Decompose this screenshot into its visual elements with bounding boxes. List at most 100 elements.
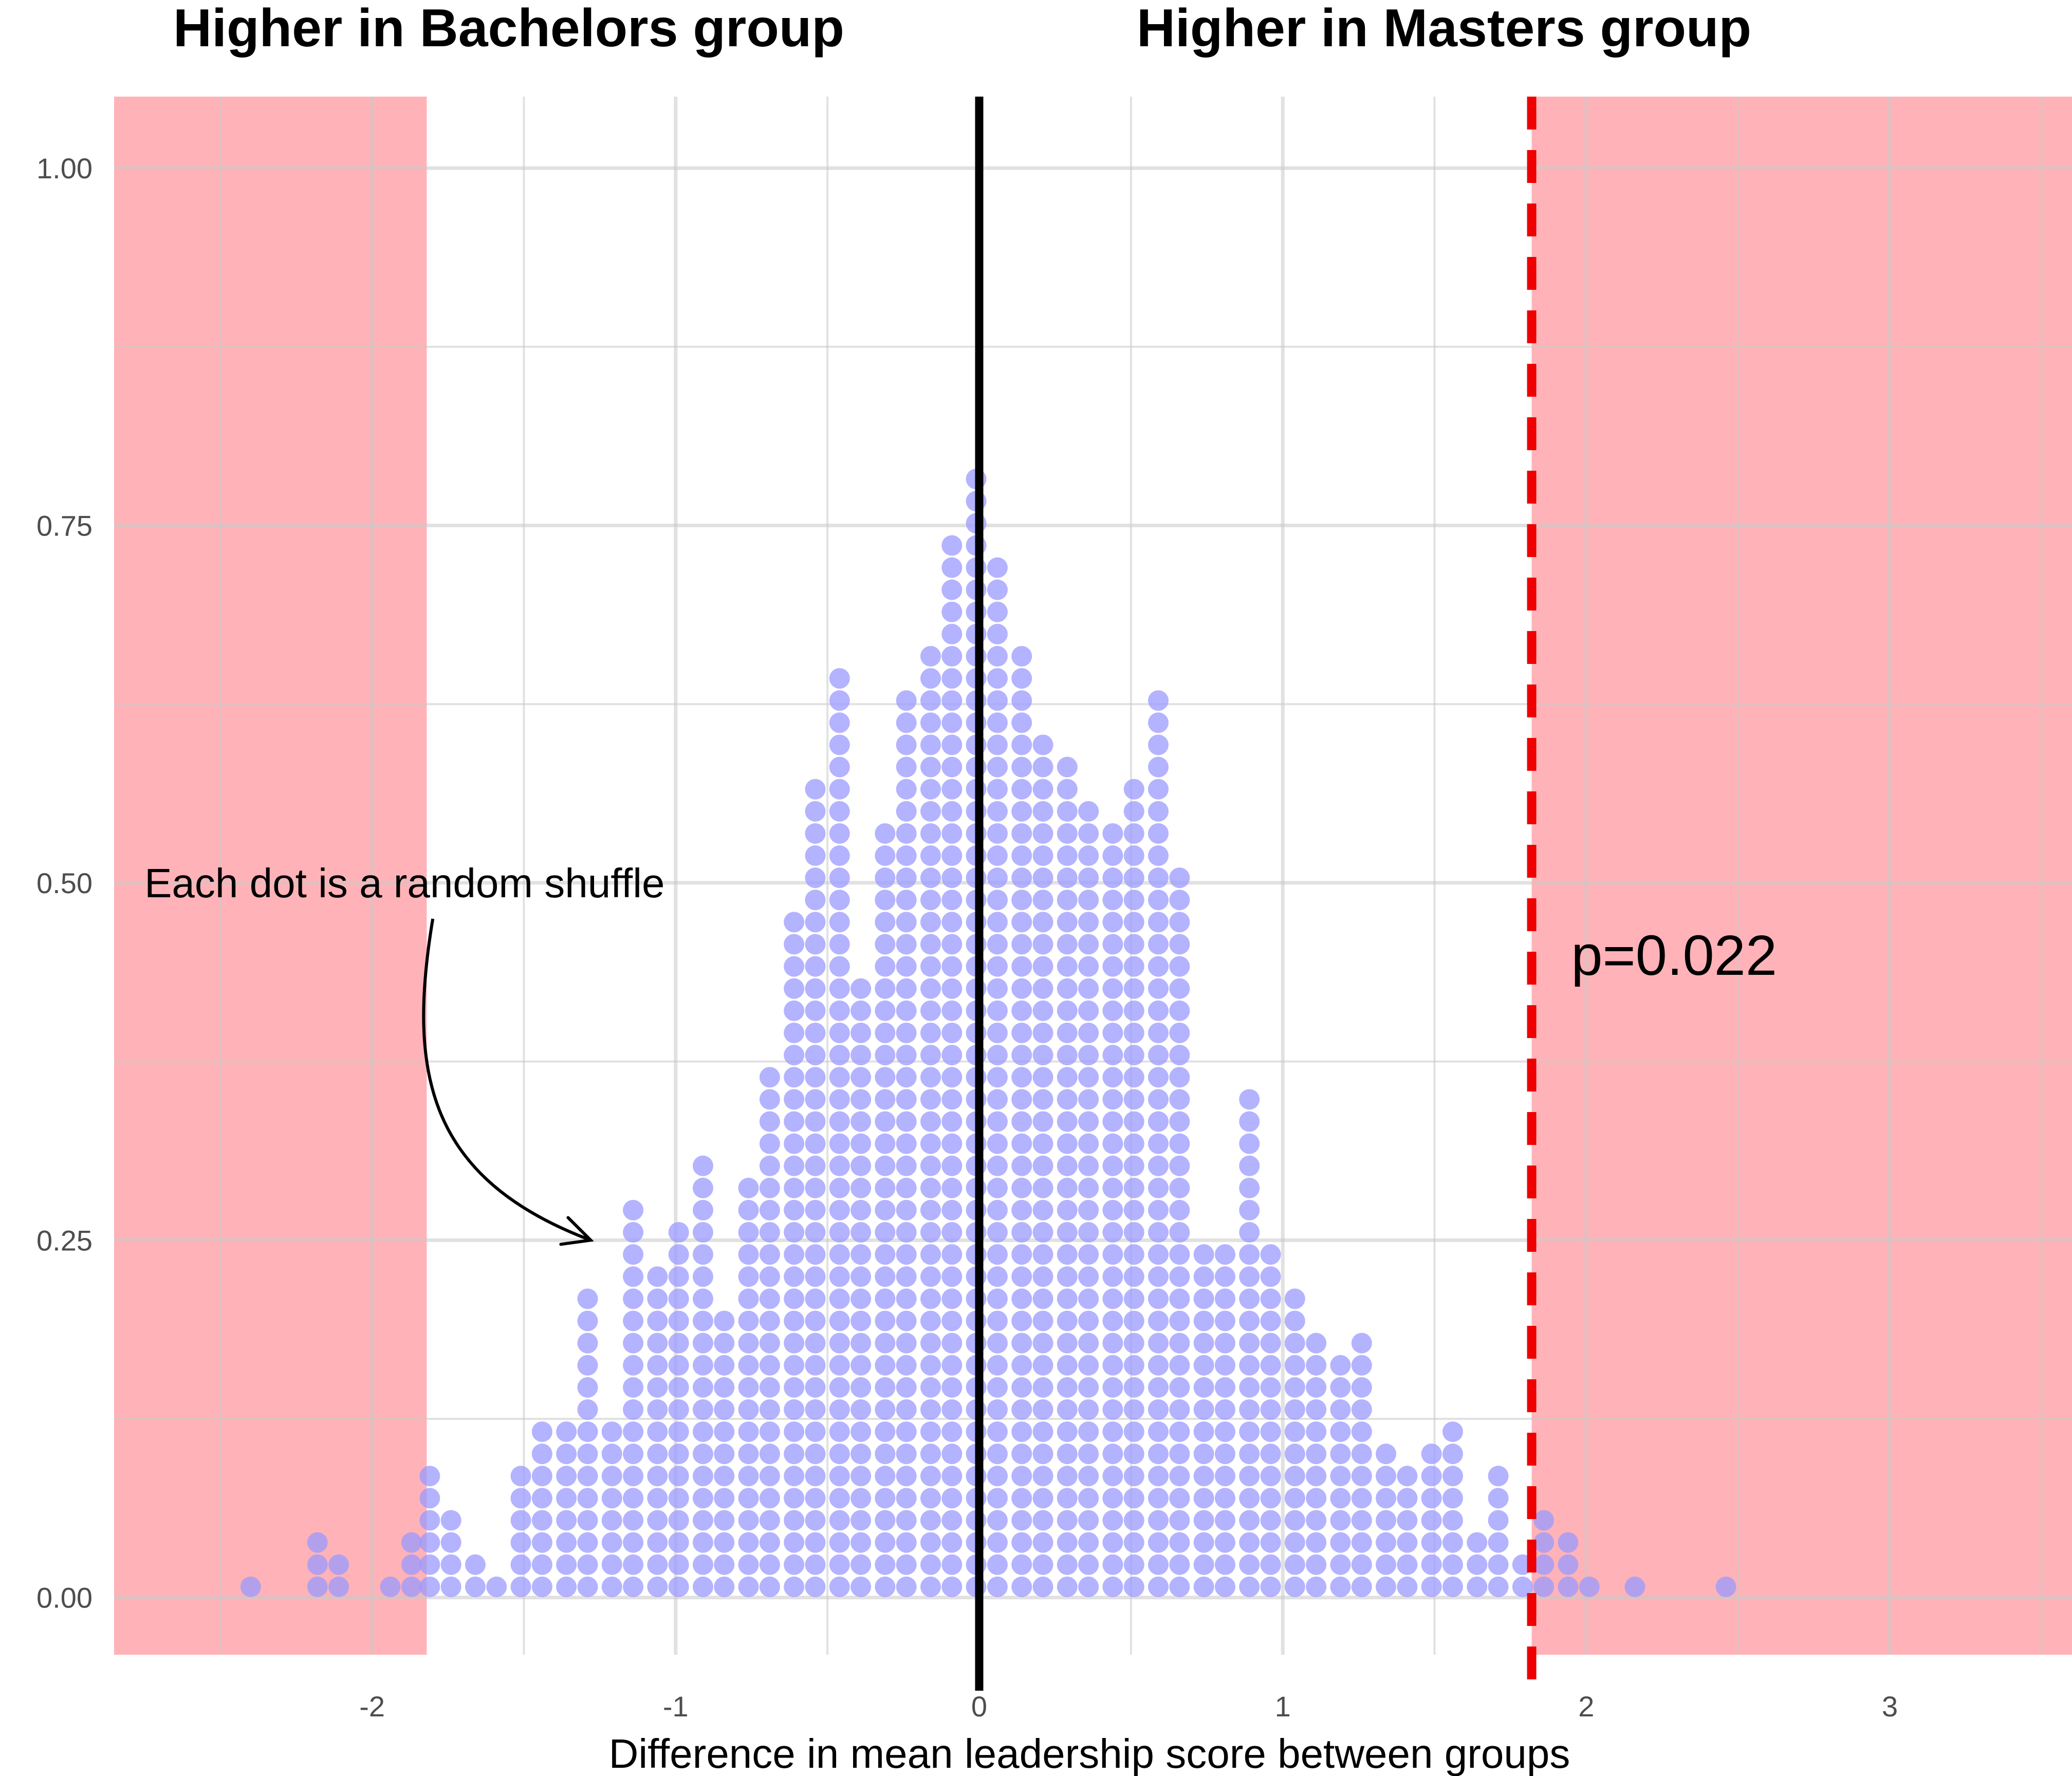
shuffle-dot: [1102, 1377, 1123, 1398]
shuffle-dot: [714, 1510, 735, 1531]
shuffle-dot: [1123, 1421, 1144, 1442]
shuffle-dot: [1011, 1266, 1032, 1287]
shuffle-dot: [601, 1421, 622, 1442]
shuffle-dot: [1078, 1576, 1099, 1597]
shuffle-dot: [1078, 823, 1099, 844]
shuffle-dot: [1032, 1089, 1053, 1110]
shuffle-dot: [510, 1554, 531, 1575]
shuffle-dot: [601, 1532, 622, 1553]
shuffle-dot: [1239, 1488, 1260, 1509]
shuffle-dot: [1239, 1111, 1260, 1132]
shuffle-dot: [1078, 1466, 1099, 1487]
shuffle-dot: [784, 1466, 805, 1487]
shuffle-dot: [1032, 1421, 1053, 1442]
shuffle-dot: [805, 823, 826, 844]
shuffle-dot: [850, 1488, 872, 1509]
shuffle-dot: [987, 1288, 1008, 1309]
shuffle-dot: [941, 1554, 963, 1575]
shuffle-dot: [805, 1244, 826, 1265]
shuffle-dot: [692, 1421, 713, 1442]
shuffle-dot: [920, 1177, 941, 1198]
shuffle-dot: [1078, 1266, 1099, 1287]
shuffle-dot: [805, 1045, 826, 1066]
shuffle-dot: [692, 1310, 713, 1331]
shuffle-dot: [805, 956, 826, 977]
shuffle-dot: [1260, 1576, 1281, 1597]
shuffle-dot: [577, 1421, 598, 1442]
shuffle-dot: [1169, 1199, 1190, 1220]
shuffle-dot: [850, 1111, 872, 1132]
shuffle-dot: [1102, 1444, 1123, 1465]
x-tick-label: 1: [1275, 1690, 1291, 1723]
shuffle-dot: [941, 623, 963, 644]
shuffle-dot: [941, 934, 963, 955]
shuffle-dot: [759, 1444, 780, 1465]
shuffle-dot: [805, 1067, 826, 1088]
shuffle-dot: [920, 1045, 941, 1066]
rejection-region-1: [1531, 97, 2072, 1655]
shuffle-dot: [784, 1266, 805, 1287]
shuffle-dot: [1376, 1510, 1397, 1531]
shuffle-dot: [1078, 1377, 1099, 1398]
shuffle-dot: [896, 1421, 917, 1442]
shuffle-dot: [1169, 934, 1190, 955]
shuffle-dot: [647, 1333, 668, 1354]
shuffle-dot: [1102, 867, 1123, 889]
shuffle-dot: [1169, 1466, 1190, 1487]
shuffle-dot: [805, 1355, 826, 1376]
shuffle-dot: [1239, 1377, 1260, 1398]
shuffle-dot: [829, 1421, 850, 1442]
shuffle-dot: [987, 623, 1008, 644]
shuffle-dot: [1011, 1177, 1032, 1198]
shuffle-dot: [1306, 1421, 1327, 1442]
shuffle-dot: [1057, 1355, 1078, 1376]
shuffle-dot: [1123, 1488, 1144, 1509]
shuffle-dot: [1102, 978, 1123, 999]
shuffle-dot: [1123, 1399, 1144, 1420]
shuffle-dot: [1148, 978, 1169, 999]
shuffle-dot: [896, 1288, 917, 1309]
shuffle-dot: [920, 934, 941, 955]
shuffle-dot: [738, 1377, 759, 1398]
shuffle-dot: [1011, 912, 1032, 933]
shuffle-dot: [1011, 1022, 1032, 1043]
rejection-region-0: [114, 97, 427, 1655]
shuffle-dot: [805, 912, 826, 933]
shuffle-dot: [920, 1022, 941, 1043]
shuffle-dot: [987, 1199, 1008, 1220]
shuffle-dot: [1032, 890, 1053, 911]
shuffle-dot: [941, 912, 963, 933]
shuffle-dot: [829, 1399, 850, 1420]
shuffle-dot: [1442, 1444, 1463, 1465]
shuffle-dot: [1078, 1022, 1099, 1043]
shuffle-dot: [920, 845, 941, 866]
shuffle-dot: [1442, 1510, 1463, 1531]
shuffle-dot: [1488, 1576, 1509, 1597]
shuffle-dot: [1624, 1576, 1645, 1597]
shuffle-dot: [623, 1554, 644, 1575]
shuffle-dot: [1057, 1000, 1078, 1021]
shuffle-dot: [1260, 1444, 1281, 1465]
shuffle-dot: [987, 956, 1008, 977]
shuffle-dot: [1169, 1399, 1190, 1420]
shuffle-dot: [941, 845, 963, 866]
shuffle-dot: [829, 978, 850, 999]
shuffle-dot: [1193, 1466, 1214, 1487]
shuffle-dot: [805, 1554, 826, 1575]
shuffle-dot: [577, 1532, 598, 1553]
shuffle-dot: [941, 1532, 963, 1553]
shuffle-dot: [896, 1133, 917, 1154]
shuffle-dot: [1376, 1554, 1397, 1575]
shuffle-dot: [1078, 890, 1099, 911]
shuffle-dot: [1169, 1000, 1190, 1021]
shuffle-dot: [1488, 1466, 1509, 1487]
shuffle-dot: [784, 1045, 805, 1066]
shuffle-dot: [941, 535, 963, 556]
shuffle-dot: [1011, 1310, 1032, 1331]
shuffle-dot: [577, 1510, 598, 1531]
shuffle-dot: [1011, 668, 1032, 689]
shuffle-dot: [1102, 1532, 1123, 1553]
shuffle-dot: [875, 1488, 896, 1509]
shuffle-dot: [784, 1488, 805, 1509]
shuffle-dot: [875, 1222, 896, 1243]
